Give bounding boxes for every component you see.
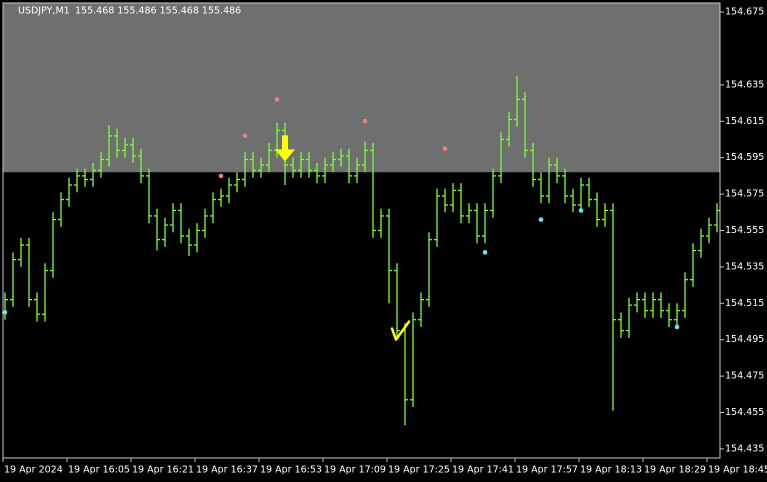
x-tick-label: 19 Apr 16:37 [196, 465, 258, 476]
y-tick-label: 154.475 [725, 371, 764, 382]
chart-subtitle: 155.468 155.486 155.468 155.486 [75, 6, 241, 17]
lower-signal-dot [2, 310, 8, 315]
y-tick-label: 154.635 [725, 79, 764, 90]
x-tick-label: 19 Apr 18:45 [708, 465, 767, 476]
lower-signal-dot [578, 208, 584, 213]
y-tick-label: 154.615 [725, 116, 764, 127]
x-tick-label: 19 Apr 17:09 [324, 465, 386, 476]
y-tick-label: 154.455 [725, 407, 764, 418]
upper-signal-dot [442, 146, 448, 151]
y-tick-label: 154.595 [725, 152, 764, 163]
x-tick-label: 19 Apr 2024 [4, 465, 63, 476]
x-tick-label: 19 Apr 17:57 [516, 465, 578, 476]
y-tick-label: 154.575 [725, 189, 764, 200]
upper-signal-dot [274, 97, 280, 102]
x-tick-label: 19 Apr 16:53 [260, 465, 322, 476]
sell-arrow [275, 135, 295, 162]
upper-signal-dot [242, 133, 248, 139]
y-tick-label: 154.515 [725, 298, 764, 309]
x-tick-label: 19 Apr 17:41 [452, 465, 514, 476]
lower-signal-dot [538, 217, 544, 222]
plot-area [2, 3, 720, 426]
chart-title: USDJPY,M1 [18, 6, 70, 17]
lower-signal-dot [674, 324, 680, 330]
y-tick-label: 154.675 [725, 7, 764, 18]
shaded-zone [3, 3, 720, 173]
y-tick-label: 154.535 [725, 261, 764, 272]
upper-signal-dot [218, 173, 224, 179]
lower-signal-dot [482, 250, 488, 255]
y-tick-label: 154.555 [725, 225, 764, 236]
y-tick-label: 154.435 [725, 443, 764, 454]
x-tick-label: 19 Apr 17:25 [388, 465, 450, 476]
x-tick-label: 19 Apr 16:21 [132, 465, 194, 476]
y-tick-label: 154.495 [725, 334, 764, 345]
x-tick-label: 19 Apr 16:05 [68, 465, 130, 476]
x-tick-label: 19 Apr 18:13 [580, 465, 642, 476]
buy-check [390, 320, 411, 341]
x-tick-label: 19 Apr 18:29 [644, 465, 706, 476]
upper-signal-dot [362, 119, 368, 124]
